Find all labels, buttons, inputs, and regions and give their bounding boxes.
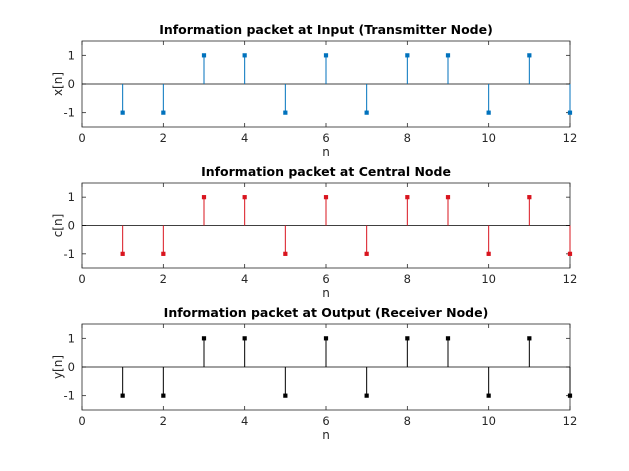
stem-marker [486, 251, 491, 256]
y-tick-label: 1 [68, 190, 75, 204]
x-tick-label: 8 [404, 272, 411, 286]
stem-marker [283, 251, 288, 256]
y-axis-label: c[n] [51, 214, 65, 238]
x-tick-label: 0 [78, 272, 85, 286]
stem-marker [201, 53, 207, 58]
stem-marker [486, 393, 491, 398]
stem-marker [405, 195, 410, 200]
y-axis-label: y[n] [51, 355, 65, 379]
y-tick-label: -1 [64, 247, 75, 261]
stem-marker [201, 195, 207, 200]
y-tick-label: 0 [68, 77, 75, 91]
x-tick-label: 8 [404, 414, 411, 428]
x-tick-label: 2 [160, 272, 167, 286]
x-tick-label: 6 [322, 131, 329, 145]
stem-marker [567, 393, 573, 398]
stem-marker [242, 336, 247, 341]
stem-marker [120, 251, 125, 256]
x-axis-label: n [322, 428, 330, 442]
stem-marker [242, 195, 247, 200]
stem-marker [527, 53, 532, 58]
y-tick-label: 0 [68, 360, 75, 374]
subplot-title: Information packet at Output (Receiver N… [164, 305, 489, 320]
x-tick-label: 2 [160, 131, 167, 145]
stem-marker [161, 393, 166, 398]
x-tick-label: 8 [404, 131, 411, 145]
y-tick-label: 1 [68, 48, 75, 62]
x-axis-label: n [322, 286, 330, 300]
x-tick-label: 10 [481, 131, 496, 145]
y-tick-label: 1 [68, 331, 75, 345]
stem-marker [567, 110, 573, 115]
y-tick-label: -1 [64, 389, 75, 403]
x-tick-label: 10 [481, 272, 496, 286]
stem-marker [161, 110, 166, 115]
stem-marker [364, 393, 369, 398]
x-tick-label: 4 [241, 414, 248, 428]
x-tick-label: 4 [241, 131, 248, 145]
x-tick-label: 0 [78, 131, 85, 145]
stem-marker [405, 336, 410, 341]
subplot-title: Information packet at Central Node [201, 164, 451, 179]
x-tick-label: 4 [241, 272, 248, 286]
y-tick-label: 0 [68, 219, 75, 233]
y-axis-label: x[n] [51, 72, 65, 96]
stem-marker [120, 110, 125, 115]
stem-marker [283, 110, 288, 115]
stem-marker [527, 195, 532, 200]
stem-marker [323, 195, 329, 200]
x-tick-label: 0 [78, 414, 85, 428]
stem-marker [445, 53, 451, 58]
stem-marker [283, 393, 288, 398]
subplot-title: Information packet at Input (Transmitter… [159, 22, 493, 37]
stem-marker [486, 110, 491, 115]
stem-marker [567, 251, 573, 256]
x-tick-label: 12 [563, 272, 578, 286]
stem-marker [405, 53, 410, 58]
stem-marker [201, 336, 207, 341]
x-axis-label: n [322, 145, 330, 159]
stem-marker [242, 53, 247, 58]
x-tick-label: 2 [160, 414, 167, 428]
stem-marker [161, 251, 166, 256]
stem-marker [527, 336, 532, 341]
stem-marker [364, 251, 369, 256]
stem-marker [445, 195, 451, 200]
x-tick-label: 6 [322, 272, 329, 286]
stem-marker [445, 336, 451, 341]
stem-marker [364, 110, 369, 115]
stem-marker [323, 336, 329, 341]
x-tick-label: 12 [563, 414, 578, 428]
stem-marker [120, 393, 125, 398]
x-tick-label: 10 [481, 414, 496, 428]
y-tick-label: -1 [64, 106, 75, 120]
x-tick-label: 12 [563, 131, 578, 145]
x-tick-label: 6 [322, 414, 329, 428]
stem-marker [323, 53, 329, 58]
